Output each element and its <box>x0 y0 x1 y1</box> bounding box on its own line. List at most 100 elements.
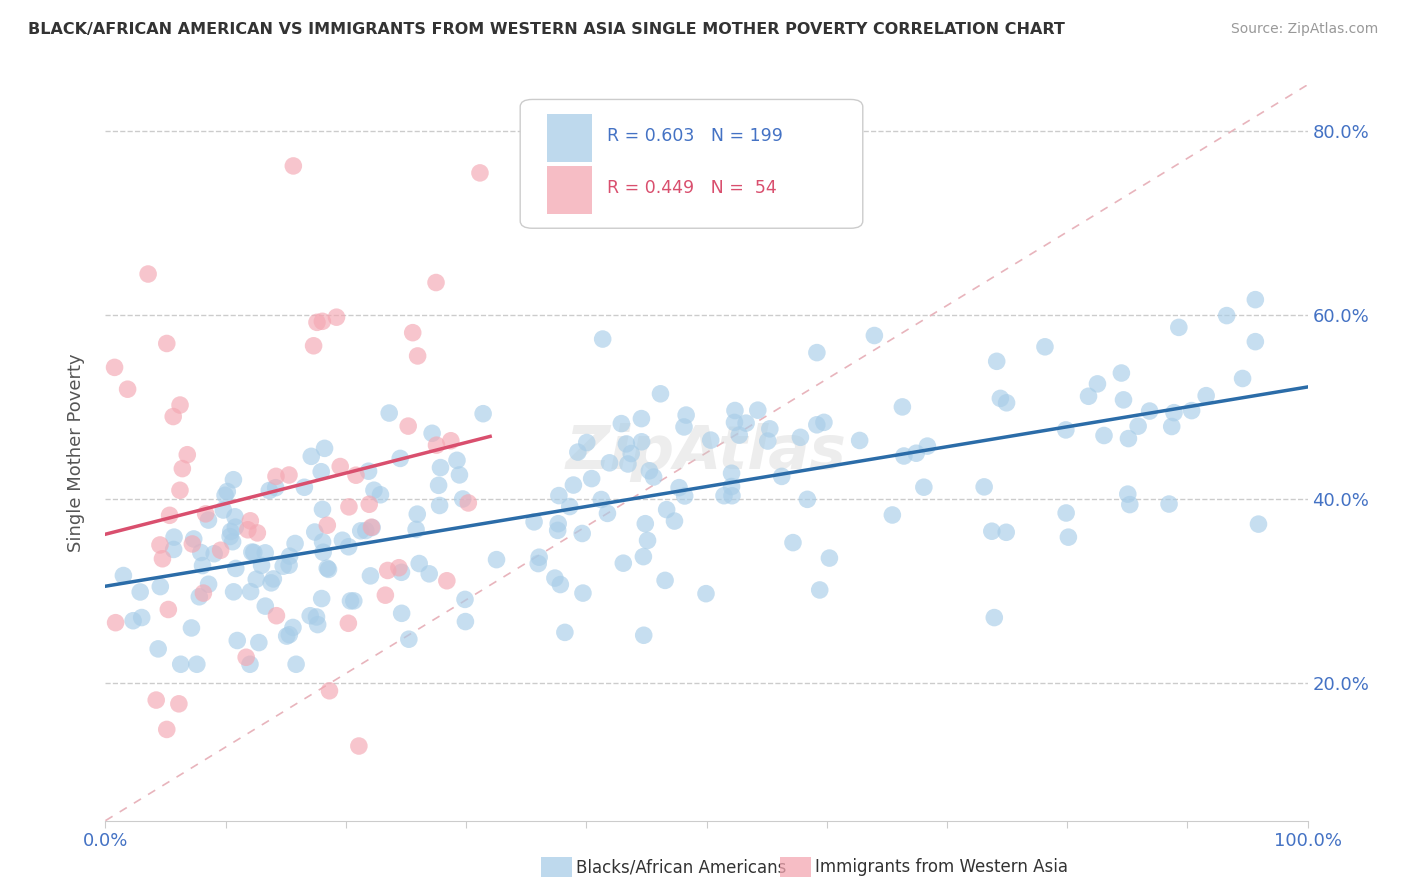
Point <box>796 492 818 507</box>
Point <box>457 496 479 510</box>
Point <box>1181 403 1204 417</box>
Point <box>311 502 333 516</box>
Point <box>325 310 347 325</box>
Point <box>284 536 307 550</box>
Point <box>391 607 413 621</box>
Point <box>554 625 576 640</box>
Point <box>167 697 190 711</box>
Point <box>148 641 170 656</box>
Point <box>226 633 249 648</box>
Point <box>259 483 281 498</box>
Point <box>163 530 186 544</box>
Point <box>209 543 232 558</box>
Bar <box>547 114 592 162</box>
Point <box>1215 309 1237 323</box>
Point <box>699 433 721 447</box>
Point <box>344 468 367 483</box>
Point <box>157 602 180 616</box>
Point <box>156 723 179 737</box>
Point <box>240 545 263 559</box>
Point <box>236 523 259 537</box>
Point <box>302 339 325 353</box>
Point <box>427 478 450 492</box>
Point <box>156 336 179 351</box>
Point <box>1111 366 1133 380</box>
Point <box>770 469 793 483</box>
Point <box>818 551 841 566</box>
Point <box>1092 428 1115 442</box>
Point <box>271 559 294 574</box>
Point <box>610 417 633 431</box>
Point <box>117 382 139 396</box>
Point <box>180 621 202 635</box>
Point <box>406 349 429 363</box>
Point <box>219 529 242 543</box>
Point <box>181 537 204 551</box>
Point <box>408 557 430 571</box>
Point <box>222 473 245 487</box>
Point <box>221 534 243 549</box>
Point <box>472 407 495 421</box>
Point <box>612 556 634 570</box>
Point <box>527 557 550 571</box>
Point <box>429 499 451 513</box>
Point <box>316 561 339 575</box>
Point <box>239 584 262 599</box>
Point <box>183 532 205 546</box>
Point <box>316 518 339 533</box>
Point <box>1057 530 1080 544</box>
Point <box>983 610 1005 624</box>
Point <box>425 276 447 290</box>
Point <box>620 446 643 460</box>
Point <box>1157 497 1180 511</box>
Point <box>575 435 598 450</box>
Text: Source: ZipAtlas.com: Source: ZipAtlas.com <box>1230 22 1378 37</box>
Point <box>891 400 914 414</box>
Point <box>112 568 135 582</box>
Point <box>547 489 569 503</box>
Point <box>222 584 245 599</box>
Point <box>149 538 172 552</box>
Point <box>1247 517 1270 532</box>
Point <box>596 507 619 521</box>
Point <box>254 546 277 560</box>
Point <box>281 620 304 634</box>
Point <box>194 507 217 521</box>
Text: ZipAtlas: ZipAtlas <box>567 423 846 483</box>
Point <box>225 561 247 575</box>
Point <box>314 442 336 456</box>
Point <box>782 535 804 549</box>
Point <box>190 545 212 559</box>
Point <box>262 572 284 586</box>
Point <box>1163 406 1185 420</box>
Point <box>332 533 354 548</box>
Text: Immigrants from Western Asia: Immigrants from Western Asia <box>815 858 1069 876</box>
Point <box>363 483 385 498</box>
Point <box>188 590 211 604</box>
Point <box>235 650 257 665</box>
Point <box>721 489 744 503</box>
Point <box>634 516 657 531</box>
Point <box>361 520 384 534</box>
Point <box>630 411 652 425</box>
Point <box>673 489 696 503</box>
Point <box>1118 432 1140 446</box>
Point <box>429 460 451 475</box>
Point <box>813 415 835 429</box>
Point <box>418 566 440 581</box>
Point <box>893 449 915 463</box>
Point <box>406 507 429 521</box>
Point <box>337 616 360 631</box>
Point <box>581 472 603 486</box>
Point <box>245 572 267 586</box>
Point <box>863 328 886 343</box>
Point <box>309 465 332 479</box>
Point <box>357 464 380 478</box>
Point <box>377 564 399 578</box>
Point <box>191 558 214 573</box>
Point <box>239 657 262 672</box>
Point <box>224 520 246 534</box>
Point <box>169 483 191 498</box>
Point <box>243 545 266 559</box>
Point <box>246 525 269 540</box>
